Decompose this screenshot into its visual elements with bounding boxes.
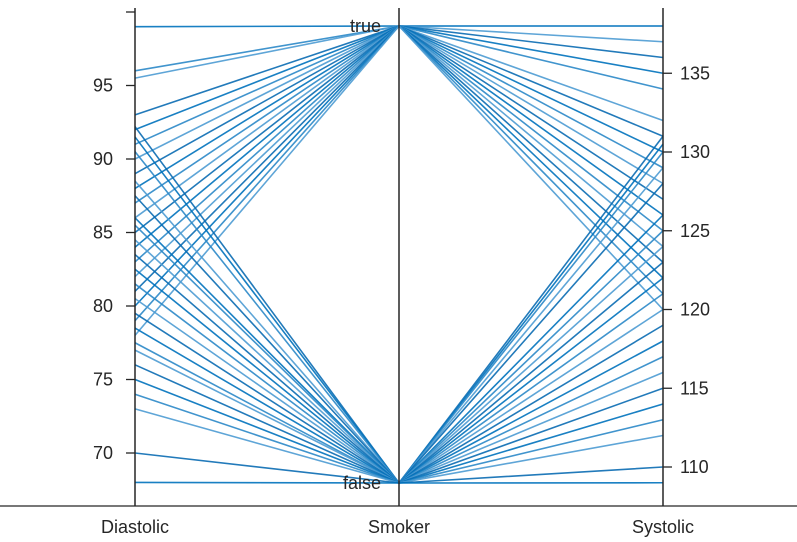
coordinate-label-smoker: Smoker — [368, 517, 430, 537]
smoker-category-label-true: true — [350, 16, 381, 36]
systolic-tick-label: 135 — [680, 63, 710, 83]
coordinate-label-diastolic: Diastolic — [101, 517, 169, 537]
diastolic-tick-label: 70 — [93, 443, 113, 463]
systolic-tick-label: 125 — [680, 221, 710, 241]
diastolic-tick-label: 90 — [93, 149, 113, 169]
smoker-category-label-false: false — [343, 473, 381, 493]
systolic-tick-label: 115 — [680, 378, 709, 398]
systolic-tick-label: 130 — [680, 142, 710, 162]
systolic-tick-label: 110 — [680, 457, 709, 477]
diastolic-tick-label: 85 — [93, 223, 113, 243]
diastolic-tick-label: 75 — [93, 370, 113, 390]
diastolic-tick-label: 80 — [93, 296, 113, 316]
systolic-tick-label: 120 — [680, 300, 710, 320]
diastolic-tick-label: 95 — [93, 76, 113, 96]
coordinate-label-systolic: Systolic — [632, 517, 694, 537]
